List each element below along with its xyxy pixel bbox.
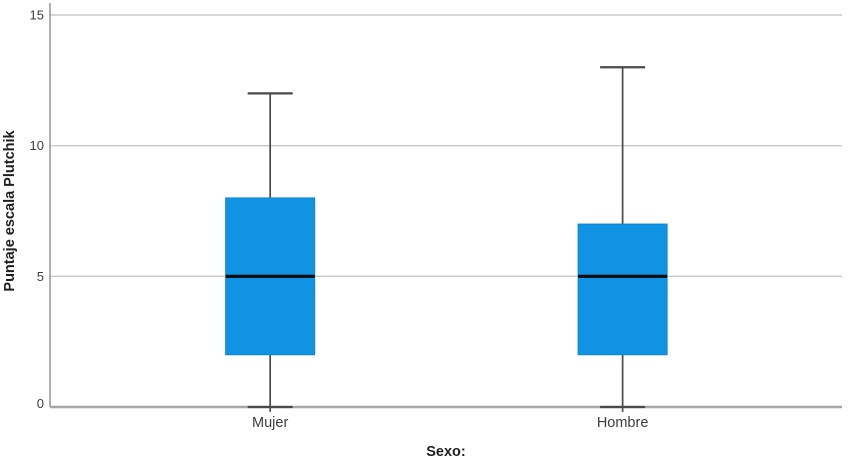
y-tick-label-0: 0 <box>37 396 44 411</box>
labels-layer: 0 5 10 15 Mujer Hombre <box>30 8 649 432</box>
x-axis-title: Sexo: <box>426 444 466 460</box>
category-label-mujer: Mujer <box>252 415 288 431</box>
y-tick-label-10: 10 <box>30 138 44 153</box>
gridlines-layer <box>50 14 842 278</box>
box-hombre <box>577 223 668 356</box>
y-tick-label-5: 5 <box>37 269 44 284</box>
category-label-hombre: Hombre <box>597 415 649 431</box>
y-tick-label-15: 15 <box>30 8 44 23</box>
box-group-mujer <box>225 92 316 409</box>
y-axis-title: Puntaje escala Plutchik <box>2 129 18 291</box>
boxes-layer <box>225 66 668 409</box>
axes-layer <box>49 3 842 412</box>
box-group-hombre <box>577 66 668 409</box>
